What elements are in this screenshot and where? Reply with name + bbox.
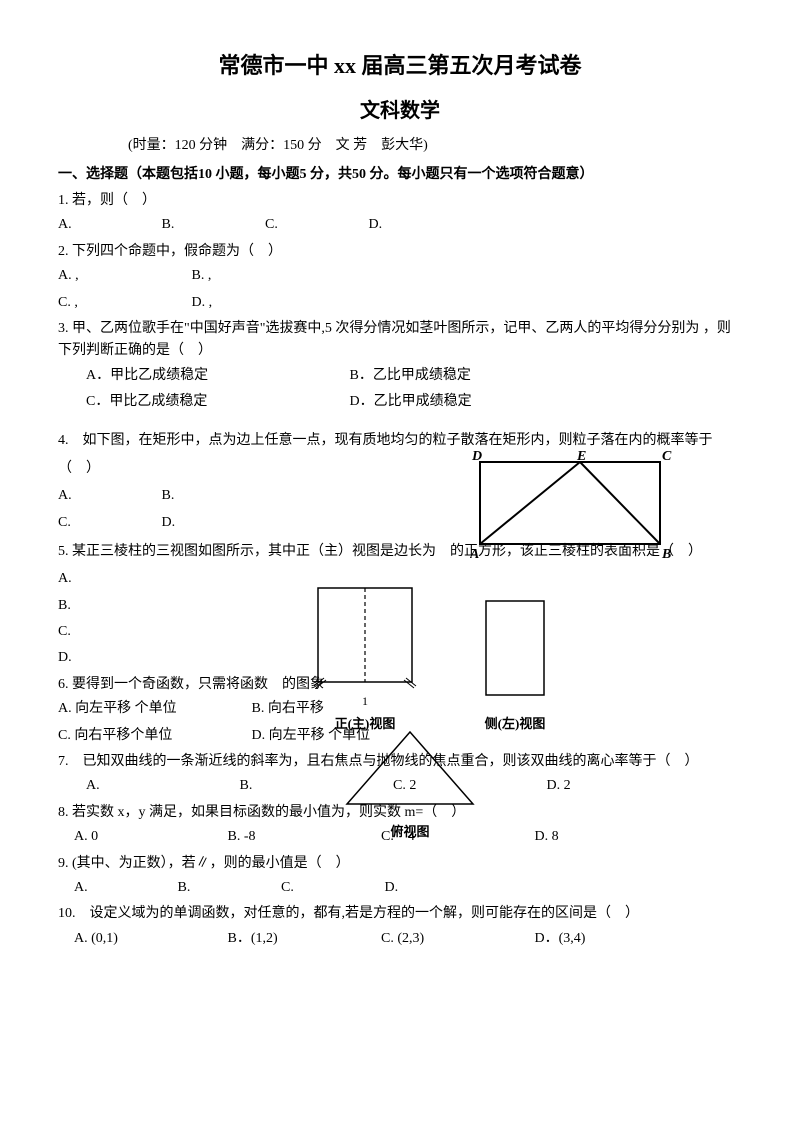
q1-optD: D. (369, 214, 469, 236)
q3-row2: C．甲比乙成绩稳定 D．乙比甲成绩稳定 (58, 391, 742, 413)
q10-opts: A. (0,1) B．(1,2) C. (2,3) D．(3,4) (58, 928, 742, 950)
q9-optC: C. (281, 877, 381, 899)
q6-optA: A. 向左平移 个单位 (58, 698, 248, 720)
q10-optC: C. (2,3) (381, 928, 531, 950)
q1-optC: C. (265, 214, 365, 236)
q10-optD: D．(3,4) (535, 928, 685, 950)
svg-text:D: D (471, 450, 482, 464)
svg-text:E: E (576, 450, 586, 464)
svg-text:C: C (662, 450, 672, 464)
q2-opts2: C. , D. , (58, 292, 742, 314)
q2-optD: D. , (192, 292, 213, 314)
q3-optD: D．乙比甲成绩稳定 (350, 391, 472, 413)
q5-figure-top: 俯视图 (330, 726, 490, 843)
q10-optB: B．(1,2) (228, 928, 378, 950)
q1-optA: A. (58, 214, 158, 236)
q9-stem: 9. (其中、为正数），若∥，则的最小值是（ ） (58, 853, 742, 875)
q4-optD: D. (162, 512, 176, 534)
q2-optB: B. , (192, 265, 212, 287)
q4-figure: D E C A B (470, 450, 680, 550)
q10-optA: A. (0,1) (74, 928, 224, 950)
q7-optD: D. 2 (547, 775, 697, 797)
q9-optD: D. (385, 877, 485, 899)
q1-opts: A. B. C. D. (58, 214, 742, 236)
q5-topview-label: 俯视图 (330, 822, 490, 843)
q2-optC: C. , (58, 292, 188, 314)
q5-one: 1 (362, 694, 368, 708)
q3-stem: 3. 甲、乙两位歌手在"中国好声音"选拔赛中,5 次得分情况如茎叶图所示，记甲、… (58, 318, 742, 363)
q7-optA: A. (86, 775, 236, 797)
section-1-heading: 一、选择题（本题包括10 小题，每小题5 分，共50 分。每小题只有一个选项符合… (58, 164, 742, 186)
q4-optA: A. (58, 485, 158, 507)
q9-optA: A. (74, 877, 174, 899)
page-title: 常德市一中 xx 届高三第五次月考试卷 (58, 48, 742, 83)
q4-optC: C. (58, 512, 158, 534)
svg-text:B: B (661, 547, 671, 562)
q8-optD: D. 8 (535, 826, 685, 848)
q2-optA: A. , (58, 265, 188, 287)
q10-stem: 10. 设定义域为的单调函数，对任意的，都有,若是方程的一个解，则可能存在的区间… (58, 903, 742, 925)
q9-optB: B. (178, 877, 278, 899)
q9-opts: A. B. C. D. (58, 877, 742, 899)
q6-optC: C. 向右平移个单位 (58, 725, 248, 747)
svg-text:A: A (470, 547, 479, 562)
q2-opts: A. , B. , (58, 265, 742, 287)
q4-optB: B. (162, 485, 175, 507)
q1-optB: B. (162, 214, 262, 236)
q3-optB: B．乙比甲成绩稳定 (350, 365, 471, 387)
page-subtitle: 文科数学 (58, 95, 742, 127)
q3-optA: A．甲比乙成绩稳定 (86, 365, 346, 387)
q2-stem: 2. 下列四个命题中，假命题为（ ） (58, 241, 742, 263)
q8-optA: A. 0 (74, 826, 224, 848)
q5-figure-views: 1 正(主)视图 侧(左)视图 (310, 580, 620, 734)
exam-info: (时量：120 分钟 满分：150 分 文 芳 彭大华) (58, 135, 742, 157)
q1-stem: 1. 若，则（ ） (58, 190, 742, 212)
q3-row1: A．甲比乙成绩稳定 B．乙比甲成绩稳定 (58, 365, 742, 387)
q5-sideview-label: 侧(左)视图 (480, 714, 550, 735)
q3-optC: C．甲比乙成绩稳定 (86, 391, 346, 413)
